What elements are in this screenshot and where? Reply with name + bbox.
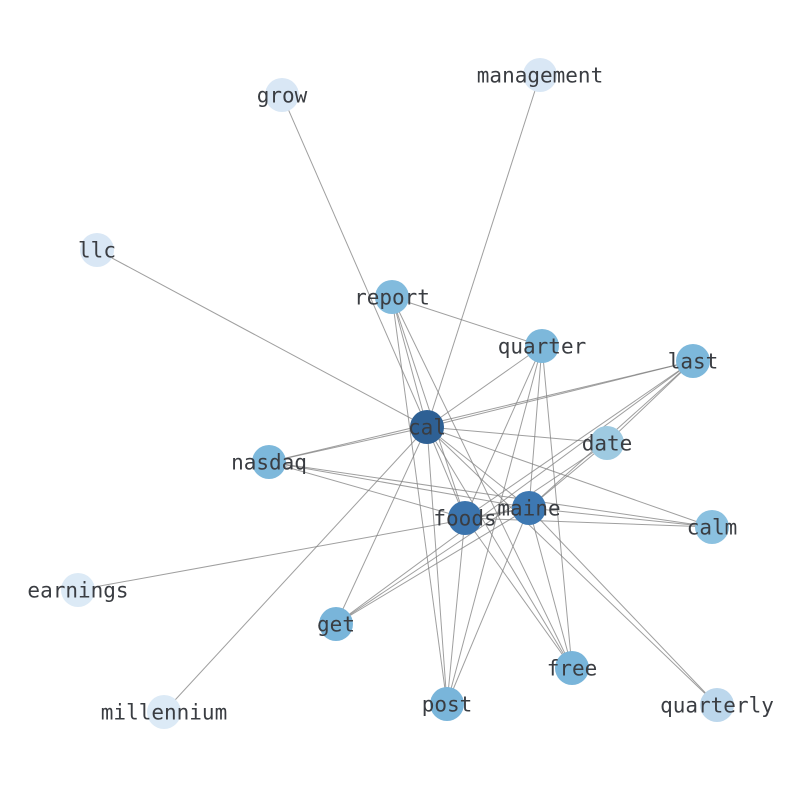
graph-node-label-report: report (354, 286, 430, 310)
graph-node-free (555, 651, 589, 685)
graph-edge-calm-nasdaq (268, 461, 713, 528)
graph-edge-quarter-post (446, 345, 543, 705)
graph-node-calm (695, 510, 729, 544)
graph-node-foods (448, 501, 482, 535)
graph-edge-grow-cal (281, 94, 428, 428)
graph-edge-last-date (606, 360, 694, 444)
graph-node-label-maine: maine (497, 497, 560, 521)
graph-edge-cal-calm (426, 426, 713, 528)
node-layer (61, 58, 734, 729)
graph-edge-report-post (391, 296, 448, 705)
graph-node-quarterly (700, 688, 734, 722)
graph-edge-foods-calm (464, 517, 713, 528)
graph-node-label-free: free (547, 657, 598, 681)
graph-node-nasdaq (252, 445, 286, 479)
graph-edge-foods-quarter (464, 345, 543, 519)
graph-edge-maine-nasdaq (268, 461, 530, 509)
graph-edge-cal-report (391, 296, 428, 428)
graph-edge-cal-get (335, 426, 428, 625)
graph-edge-foods-free (464, 517, 573, 669)
graph-node-grow (265, 78, 299, 112)
graph-node-label-foods: foods (433, 507, 496, 531)
graph-edge-millennium-cal (163, 426, 428, 713)
graph-node-label-quarter: quarter (498, 335, 587, 359)
graph-node-date (590, 426, 624, 460)
graph-node-label-cal: cal (408, 416, 446, 440)
graph-node-label-millennium: millennium (101, 701, 227, 725)
graph-node-label-get: get (317, 613, 355, 637)
label-layer: grow management llc report quarter last cal dat… (27, 64, 773, 725)
graph-node-cal (410, 410, 444, 444)
graph-node-post (430, 687, 464, 721)
graph-node-management (523, 58, 557, 92)
graph-node-label-quarterly: quarterly (660, 694, 774, 718)
graph-node-label-llc: llc (78, 239, 116, 263)
graph-edge-cal-free (426, 426, 573, 669)
graph-node-llc (80, 233, 114, 267)
graph-edge-quarter-free (541, 345, 573, 669)
graph-edge-maine-quarter (528, 345, 543, 509)
graph-node-label-last: last (668, 350, 719, 374)
graph-node-report (375, 280, 409, 314)
graph-node-millennium (147, 695, 181, 729)
graph-node-label-management: management (477, 64, 603, 88)
graph-edge-report-quarter (391, 296, 543, 347)
graph-edge-last-get (335, 360, 694, 625)
graph-node-get (319, 607, 353, 641)
graph-node-label-post: post (422, 693, 473, 717)
graph-edge-report-free (391, 296, 573, 669)
graph-node-maine (512, 491, 546, 525)
graph-edge-llc-cal (96, 249, 428, 428)
graph-edge-management-cal (426, 74, 541, 428)
edge-layer (77, 74, 718, 713)
graph-node-label-grow: grow (257, 84, 308, 108)
graph-edge-maine-post (446, 507, 530, 705)
graph-edge-maine-free (528, 507, 573, 669)
graph-node-quarter (525, 329, 559, 363)
graph-edge-cal-post (426, 426, 448, 705)
graph-edge-foods-last (464, 360, 694, 519)
graph-edge-last-nasdaq (268, 360, 694, 463)
graph-edge-maine-calm (528, 507, 713, 528)
graph-edge-foods-report (391, 296, 466, 519)
graph-edge-foods-post (446, 517, 466, 705)
graph-edge-cal-quarterly (426, 426, 718, 706)
graph-node-label-date: date (582, 432, 633, 456)
graph-edge-foods-nasdaq (268, 461, 466, 519)
graph-node-label-calm: calm (687, 516, 738, 540)
graph-node-earnings (61, 573, 95, 607)
graph-edge-cal-quarter (426, 345, 543, 428)
graph-node-label-nasdaq: nasdaq (231, 451, 307, 475)
graph-node-label-earnings: earnings (27, 579, 128, 603)
graph-edge-maine-get (335, 507, 530, 625)
graph-node-last (676, 344, 710, 378)
